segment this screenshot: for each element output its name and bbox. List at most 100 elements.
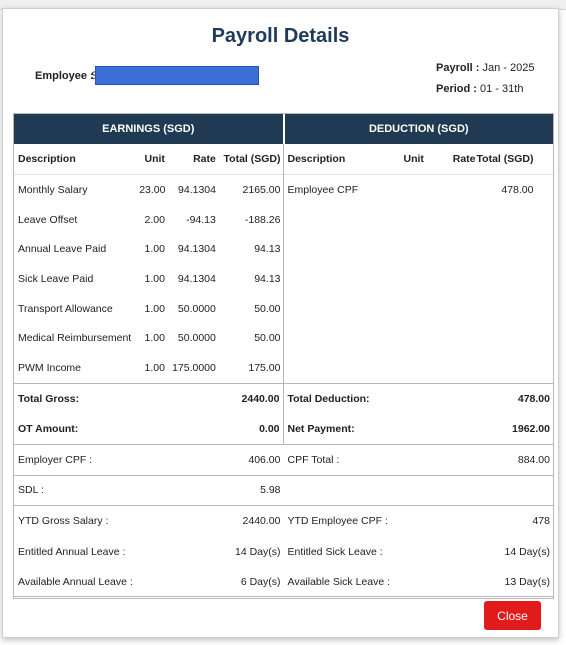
modal-title: Payroll Details	[211, 25, 350, 47]
entitled-sick-leave: Entitled Sick Leave : 14 Day(s)	[284, 546, 554, 558]
deduction-row: Employee CPF 478.00	[284, 175, 554, 205]
earning-description: Medical Reimbursement	[18, 332, 132, 345]
earning-unit: 1.00	[144, 302, 165, 315]
available-annual-leave-label: Available Annual Leave :	[18, 576, 133, 589]
earning-rate: 50.0000	[177, 302, 216, 315]
deduction-totals: Total Deduction: 478.00 Net Payment: 196…	[284, 384, 554, 444]
employer-cpf-value: 406.00	[248, 453, 281, 466]
employee-label: Employee :	[35, 70, 94, 82]
deduction-col-total: Total (SGD)	[476, 153, 534, 165]
earning-description: PWM Income	[18, 361, 82, 374]
summary-section: Employer CPF : 406.00 CPF Total : 884.00…	[14, 444, 553, 598]
deduction-col-rate: Rate	[452, 153, 476, 165]
earnings-col-description: Description	[18, 153, 76, 165]
earning-rate: 94.1304	[177, 272, 216, 285]
earnings-col-unit: Unit	[144, 153, 165, 165]
close-button[interactable]: Close	[484, 601, 541, 630]
earning-total: 50.00	[254, 332, 281, 345]
cpf-total-label: CPF Total :	[287, 453, 340, 466]
earning-unit: 1.00	[144, 272, 165, 285]
sdl-value: 5.98	[260, 484, 281, 497]
redaction-box	[95, 66, 259, 85]
entitled-sick-leave-label: Entitled Sick Leave :	[287, 545, 383, 558]
earning-description: Transport Allowance	[18, 302, 113, 315]
ytd-employee-cpf-value: 478	[532, 515, 550, 528]
summary-row-available-leave: Available Annual Leave : 6 Day(s) Availa…	[14, 567, 553, 598]
cpf-total: CPF Total : 884.00	[284, 454, 554, 466]
earning-description: Monthly Salary	[18, 183, 88, 196]
employee-value: S	[91, 70, 98, 82]
earnings-row: Monthly Salary 23.00 94.1304 2165.00	[14, 175, 283, 205]
net-payment-value: 1962.00	[512, 423, 550, 435]
earning-description: Leave Offset	[18, 213, 78, 226]
earning-unit: 2.00	[144, 213, 165, 226]
ot-amount-value: 0.00	[259, 423, 280, 435]
total-deduction-value: 478.00	[517, 393, 550, 405]
earnings-row: Medical Reimbursement 1.00 50.0000 50.00	[14, 323, 283, 353]
ytd-gross-label: YTD Gross Salary :	[18, 515, 109, 528]
earnings-col-rate: Rate	[193, 153, 216, 165]
summary-row-entitled-leave: Entitled Annual Leave : 14 Day(s) Entitl…	[14, 537, 553, 568]
ytd-employee-cpf: YTD Employee CPF : 478	[284, 515, 554, 527]
summary-row-sdl: SDL : 5.98	[14, 476, 553, 506]
total-deduction-label: Total Deduction:	[287, 393, 370, 405]
payroll-label: Payroll :	[436, 62, 480, 74]
earning-unit: 1.00	[144, 361, 165, 374]
ytd-employee-cpf-label: YTD Employee CPF :	[287, 515, 388, 528]
summary-row-ytd: YTD Gross Salary : 2440.00 YTD Employee …	[14, 506, 553, 537]
earning-rate: 50.0000	[177, 332, 216, 345]
earning-unit: 23.00	[139, 183, 166, 196]
earnings-column: Description Unit Rate Total (SGD) Monthl…	[14, 144, 284, 383]
deduction-col-unit: Unit	[403, 153, 424, 165]
ytd-gross: YTD Gross Salary : 2440.00	[14, 515, 284, 527]
payroll-period: Period : 01 - 31th	[436, 83, 523, 95]
entitled-annual-leave-label: Entitled Annual Leave :	[18, 545, 126, 558]
ot-amount-label: OT Amount:	[18, 423, 79, 435]
deduction-col-description: Description	[287, 153, 346, 165]
entitled-annual-leave: Entitled Annual Leave : 14 Day(s)	[14, 546, 284, 558]
payroll-details-modal: Payroll Details Employee : S Payroll : J…	[2, 8, 559, 638]
available-annual-leave: Available Annual Leave : 6 Day(s)	[14, 576, 284, 588]
total-gross-value: 2440.00	[241, 393, 280, 405]
deduction-column-headers: Description Unit Rate Total (SGD)	[283, 144, 553, 175]
earning-total: 2165.00	[242, 183, 281, 196]
ot-amount-row: OT Amount: 0.00	[14, 414, 283, 444]
table-header-band: EARNINGS (SGD) DEDUCTION (SGD)	[14, 114, 553, 144]
entitled-sick-leave-value: 14 Day(s)	[504, 545, 550, 558]
employer-cpf-label: Employer CPF :	[18, 453, 93, 466]
earning-description: Annual Leave Paid	[18, 243, 107, 256]
line-items-section: Description Unit Rate Total (SGD) Monthl…	[14, 144, 553, 383]
net-payment-label: Net Payment:	[287, 423, 355, 435]
period-label: Period :	[436, 83, 477, 95]
footer-divider	[13, 596, 554, 597]
earning-rate: 175.0000	[172, 361, 216, 374]
earning-description: Sick Leave Paid	[18, 272, 94, 285]
earning-total: 50.00	[254, 302, 281, 315]
payroll-table: EARNINGS (SGD) DEDUCTION (SGD) Descripti…	[13, 113, 554, 599]
total-deduction-row: Total Deduction: 478.00	[284, 384, 554, 414]
totals-section: Total Gross: 2440.00 OT Amount: 0.00 Tot…	[14, 383, 553, 444]
earnings-row: Annual Leave Paid 1.00 94.1304 94.13	[14, 234, 283, 264]
sdl-label: SDL :	[18, 484, 44, 497]
summary-row-cpf: Employer CPF : 406.00 CPF Total : 884.00	[14, 445, 553, 476]
total-gross-label: Total Gross:	[18, 393, 80, 405]
available-sick-leave: Available Sick Leave : 13 Day(s)	[284, 576, 554, 588]
earning-unit: 1.00	[144, 332, 165, 345]
earning-total: 94.13	[254, 272, 281, 285]
earnings-column-headers: Description Unit Rate Total (SGD)	[14, 144, 283, 175]
available-sick-leave-value: 13 Day(s)	[504, 576, 550, 589]
earnings-col-total: Total (SGD)	[223, 153, 281, 165]
earning-unit: 1.00	[144, 243, 165, 256]
total-gross-row: Total Gross: 2440.00	[14, 384, 283, 414]
available-annual-leave-value: 6 Day(s)	[240, 576, 281, 589]
earnings-totals: Total Gross: 2440.00 OT Amount: 0.00	[14, 384, 284, 444]
earnings-header: EARNINGS (SGD)	[14, 114, 285, 144]
earning-rate: 94.1304	[177, 243, 216, 256]
entitled-annual-leave-value: 14 Day(s)	[234, 545, 281, 558]
earning-total: -188.26	[244, 213, 281, 226]
payroll-month: Payroll : Jan - 2025	[436, 62, 534, 74]
earning-total: 94.13	[254, 243, 281, 256]
earning-rate: 94.1304	[178, 183, 216, 196]
earnings-rows: Monthly Salary 23.00 94.1304 2165.00 Lea…	[14, 175, 283, 383]
earnings-row: Leave Offset 2.00 -94.13 -188.26	[14, 205, 283, 235]
